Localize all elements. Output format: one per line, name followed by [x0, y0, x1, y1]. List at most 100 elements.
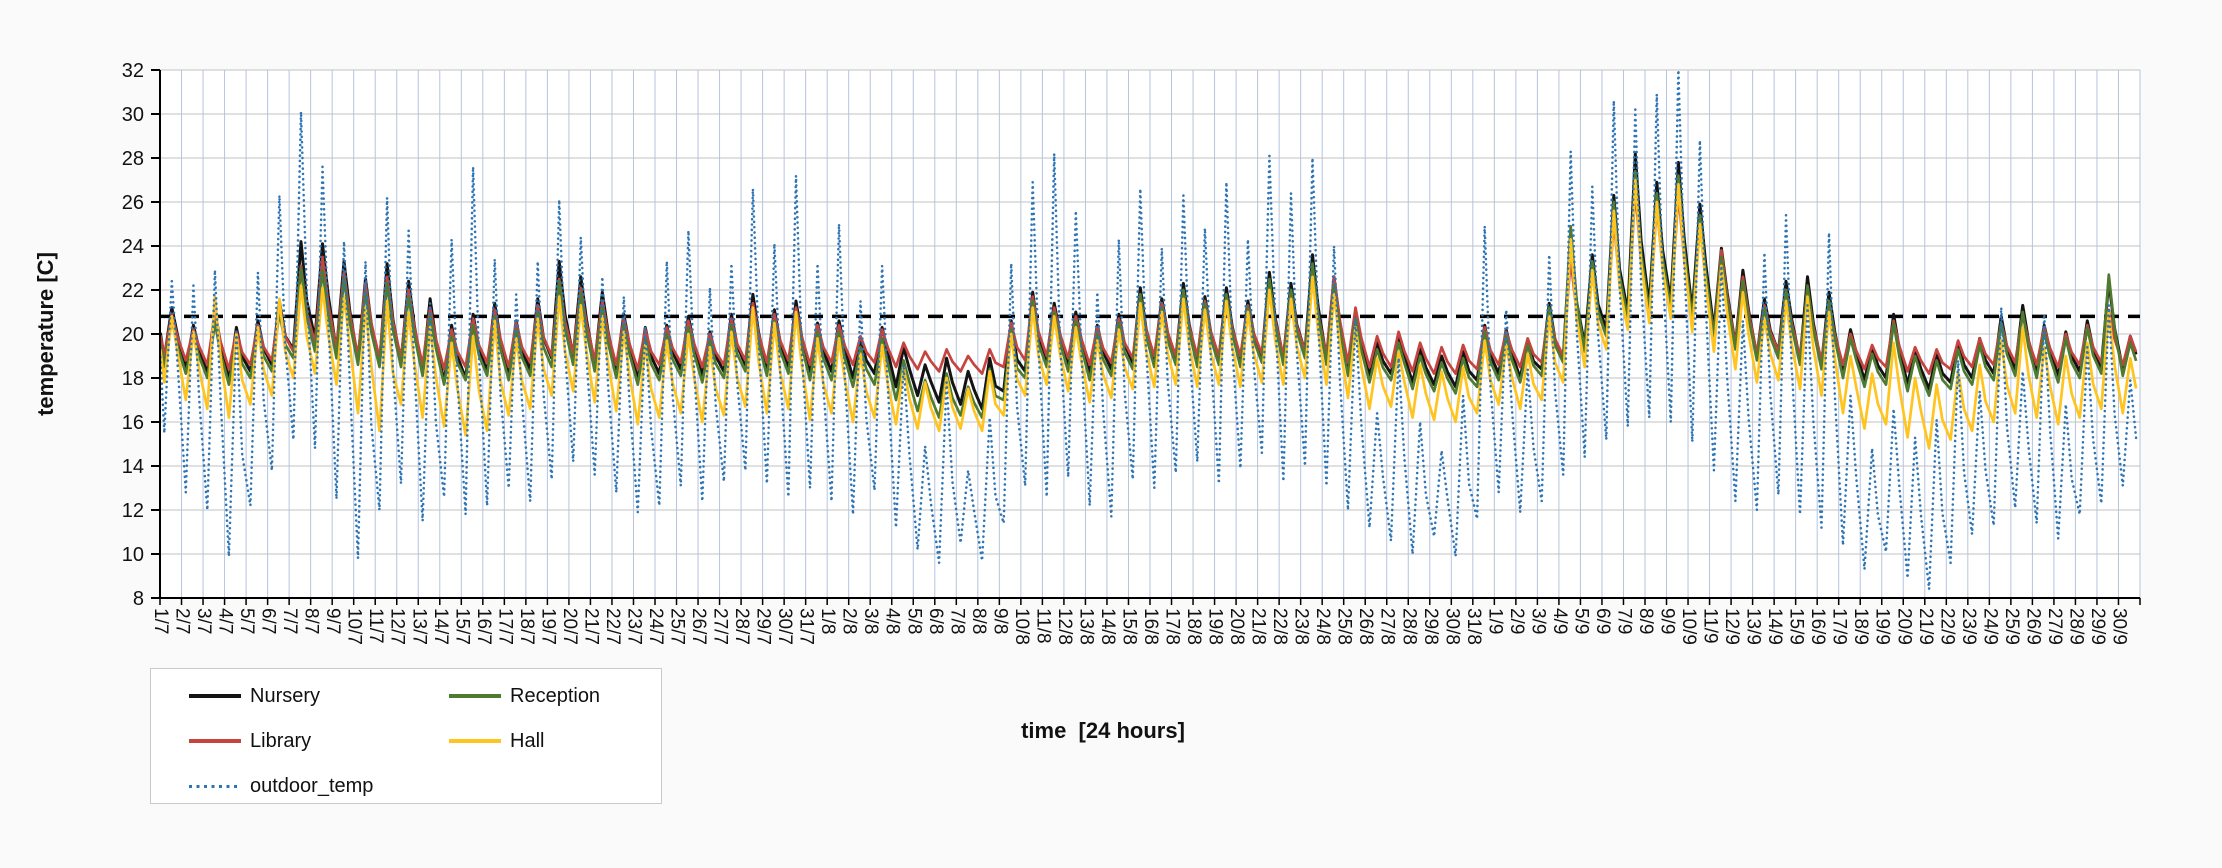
x-tick-label: 10/7 — [344, 608, 365, 645]
x-tick-label: 7/9 — [1613, 608, 1634, 634]
x-tick-label: 1/9 — [1484, 608, 1505, 634]
x-tick-label: 15/9 — [1786, 608, 1807, 645]
y-tick-label: 12 — [122, 500, 144, 522]
x-tick-label: 16/9 — [1807, 608, 1828, 645]
x-tick-label: 14/8 — [1097, 608, 1118, 645]
x-tick-label: 3/8 — [860, 608, 881, 634]
x-tick-label: 12/8 — [1054, 608, 1075, 645]
x-tick-label: 7/7 — [279, 608, 300, 634]
x-tick-label: 24/7 — [645, 608, 666, 645]
x-tick-label: 5/9 — [1570, 608, 1591, 634]
x-tick-label: 4/9 — [1549, 608, 1570, 634]
x-tick-label: 18/8 — [1183, 608, 1204, 645]
x-tick-label: 31/8 — [1463, 608, 1484, 645]
x-tick-label: 20/8 — [1226, 608, 1247, 645]
x-tick-label: 11/7 — [365, 608, 386, 644]
x-tick-label: 22/8 — [1269, 608, 1290, 645]
x-tick-label: 22/7 — [602, 608, 623, 645]
x-tick-label: 6/7 — [258, 608, 279, 634]
x-tick-label: 31/7 — [796, 608, 817, 645]
x-tick-label: 17/9 — [1829, 608, 1850, 645]
x-tick-label: 7/8 — [946, 608, 967, 634]
y-tick-label: 16 — [122, 412, 144, 434]
x-tick-label: 24/9 — [1979, 608, 2000, 645]
y-tick-label: 10 — [122, 544, 144, 566]
x-tick-label: 21/7 — [580, 608, 601, 645]
legend-label-outdoor_temp: outdoor_temp — [250, 774, 374, 797]
x-tick-label: 15/7 — [451, 608, 472, 645]
x-tick-label: 3/7 — [193, 608, 214, 634]
legend-label-library: Library — [250, 729, 312, 752]
x-tick-label: 22/9 — [1936, 608, 1957, 645]
x-tick-label: 12/9 — [1721, 608, 1742, 645]
legend-item-outdoor_temp: outdoor_temp — [189, 771, 373, 801]
x-tick-label: 25/9 — [2001, 608, 2022, 645]
legend-swatch-library — [189, 739, 241, 743]
x-tick-label: 27/7 — [710, 608, 731, 645]
x-tick-label: 19/8 — [1205, 608, 1226, 645]
x-tick-label: 21/8 — [1248, 608, 1269, 645]
x-tick-label: 29/9 — [2087, 608, 2108, 645]
x-tick-label: 5/7 — [236, 608, 257, 634]
x-tick-label: 20/9 — [1893, 608, 1914, 645]
y-axis-title: temperature [C] — [33, 252, 58, 416]
x-axis-title: time [24 hours] — [1021, 718, 1185, 743]
x-tick-label: 2/7 — [172, 608, 193, 634]
x-tick-label: 16/7 — [473, 608, 494, 645]
x-tick-label: 24/8 — [1312, 608, 1333, 645]
x-tick-label: 1/7 — [150, 608, 171, 634]
legend-item-reception: Reception — [449, 681, 600, 711]
y-tick-label: 18 — [122, 368, 144, 390]
x-tick-label: 8/8 — [968, 608, 989, 634]
x-tick-label: 26/8 — [1355, 608, 1376, 645]
x-tick-label: 23/9 — [1958, 608, 1979, 645]
x-tick-label: 19/9 — [1872, 608, 1893, 645]
legend-label-hall: Hall — [510, 729, 545, 752]
legend-item-hall: Hall — [449, 726, 544, 756]
x-tick-label: 30/8 — [1441, 608, 1462, 645]
x-tick-label: 9/9 — [1657, 608, 1678, 634]
x-tick-label: 23/7 — [623, 608, 644, 645]
x-tick-label: 3/9 — [1527, 608, 1548, 634]
x-tick-label: 21/9 — [1915, 608, 1936, 645]
legend-item-nursery: Nursery — [189, 681, 320, 711]
x-tick-label: 30/7 — [774, 608, 795, 645]
x-tick-label: 6/8 — [925, 608, 946, 634]
x-tick-label: 25/7 — [667, 608, 688, 645]
legend-label-nursery: Nursery — [250, 684, 321, 707]
y-tick-label: 32 — [122, 60, 144, 82]
x-tick-label: 16/8 — [1140, 608, 1161, 645]
x-tick-label: 30/9 — [2108, 608, 2129, 645]
x-tick-label: 19/7 — [537, 608, 558, 645]
x-tick-label: 14/7 — [430, 608, 451, 645]
x-tick-label: 2/9 — [1506, 608, 1527, 634]
x-tick-label: 12/7 — [387, 608, 408, 645]
y-tick-label: 24 — [122, 236, 144, 258]
x-tick-label: 6/9 — [1592, 608, 1613, 634]
x-tick-label: 11/8 — [1032, 608, 1053, 644]
x-tick-label: 29/8 — [1420, 608, 1441, 645]
y-tick-label: 30 — [122, 104, 144, 126]
legend-swatch-hall — [449, 739, 501, 743]
x-tick-label: 26/9 — [2022, 608, 2043, 645]
x-tick-label: 28/7 — [731, 608, 752, 645]
x-tick-label: 28/9 — [2065, 608, 2086, 645]
x-tick-label: 8/9 — [1635, 608, 1656, 634]
x-tick-label: 10/8 — [1011, 608, 1032, 645]
x-tick-label: 18/9 — [1850, 608, 1871, 645]
x-tick-label: 15/8 — [1118, 608, 1139, 645]
legend-swatch-outdoor_temp — [189, 784, 241, 788]
legend-swatch-nursery — [189, 694, 241, 698]
x-tick-label: 25/8 — [1334, 608, 1355, 645]
x-tick-label: 29/7 — [753, 608, 774, 645]
x-tick-label: 27/8 — [1377, 608, 1398, 645]
y-tick-label: 14 — [122, 456, 144, 478]
x-tick-label: 4/7 — [215, 608, 236, 634]
x-tick-label: 26/7 — [688, 608, 709, 645]
x-tick-label: 9/8 — [989, 608, 1010, 634]
legend: Nursery Reception Library Hall outdoor_temp — [150, 668, 662, 804]
legend-item-library: Library — [189, 726, 311, 756]
x-tick-label: 5/8 — [903, 608, 924, 634]
x-tick-label: 13/7 — [408, 608, 429, 645]
